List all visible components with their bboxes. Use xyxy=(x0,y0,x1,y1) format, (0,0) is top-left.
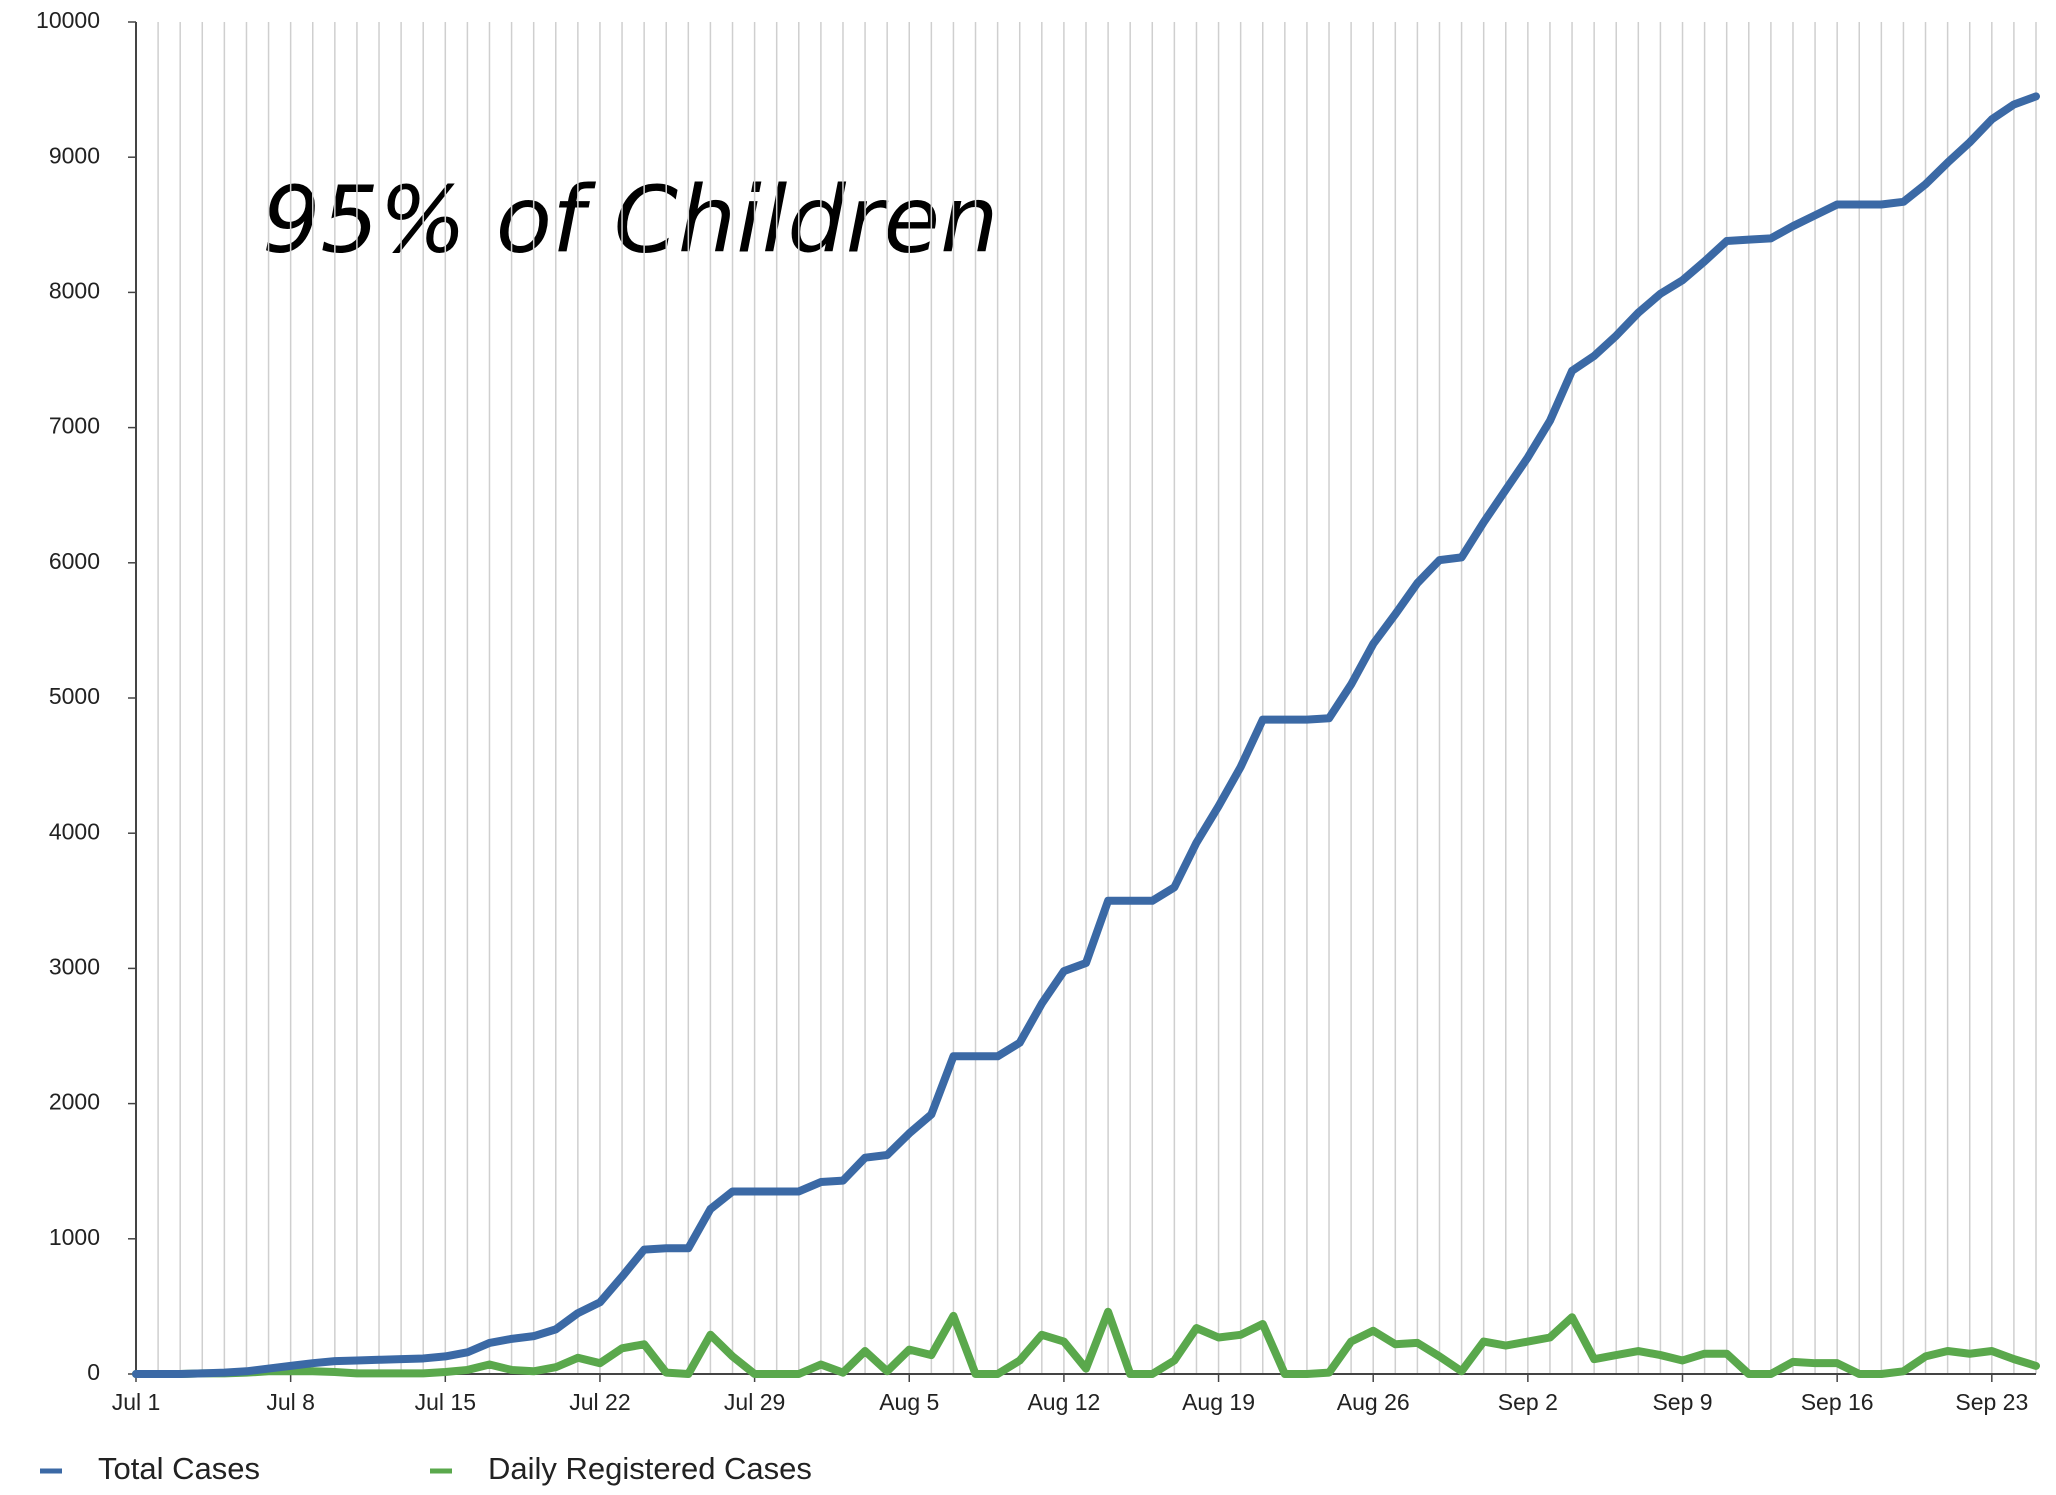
series-line xyxy=(132,1307,2040,1378)
series-line xyxy=(132,92,2040,1378)
y-tick-label: 3000 xyxy=(49,953,100,979)
x-tick-label: Aug 26 xyxy=(1337,1389,1410,1415)
y-tick-label: 1000 xyxy=(49,1224,100,1250)
y-tick-label: 6000 xyxy=(49,548,100,574)
x-tick-label: Aug 12 xyxy=(1027,1389,1100,1415)
x-tick-label: Jul 15 xyxy=(415,1389,476,1415)
legend-label: Daily Registered Cases xyxy=(488,1451,812,1486)
y-tick-label: 4000 xyxy=(49,818,100,844)
x-tick-label: Aug 19 xyxy=(1182,1389,1255,1415)
x-tick-label: Sep 16 xyxy=(1801,1389,1874,1415)
x-tick-label: Sep 23 xyxy=(1955,1389,2028,1415)
y-tick-label: 7000 xyxy=(49,413,100,439)
x-tick-label: Aug 5 xyxy=(879,1389,939,1415)
y-tick-label: 10000 xyxy=(36,7,100,33)
y-tick-label: 5000 xyxy=(49,683,100,709)
x-tick-label: Jul 29 xyxy=(724,1389,785,1415)
y-tick-label: 8000 xyxy=(49,277,100,303)
y-tick-label: 0 xyxy=(87,1359,100,1385)
legend-label: Total Cases xyxy=(98,1451,260,1486)
y-tick-label: 2000 xyxy=(49,1089,100,1115)
x-tick-label: Jul 22 xyxy=(569,1389,630,1415)
x-tick-label: Jul 8 xyxy=(266,1389,315,1415)
x-tick-label: Sep 2 xyxy=(1498,1389,1558,1415)
annotation: 95% of Children xyxy=(262,166,998,273)
x-tick-label: Sep 9 xyxy=(1652,1389,1712,1415)
y-tick-label: 9000 xyxy=(49,142,100,168)
x-tick-label: Jul 1 xyxy=(112,1389,161,1415)
